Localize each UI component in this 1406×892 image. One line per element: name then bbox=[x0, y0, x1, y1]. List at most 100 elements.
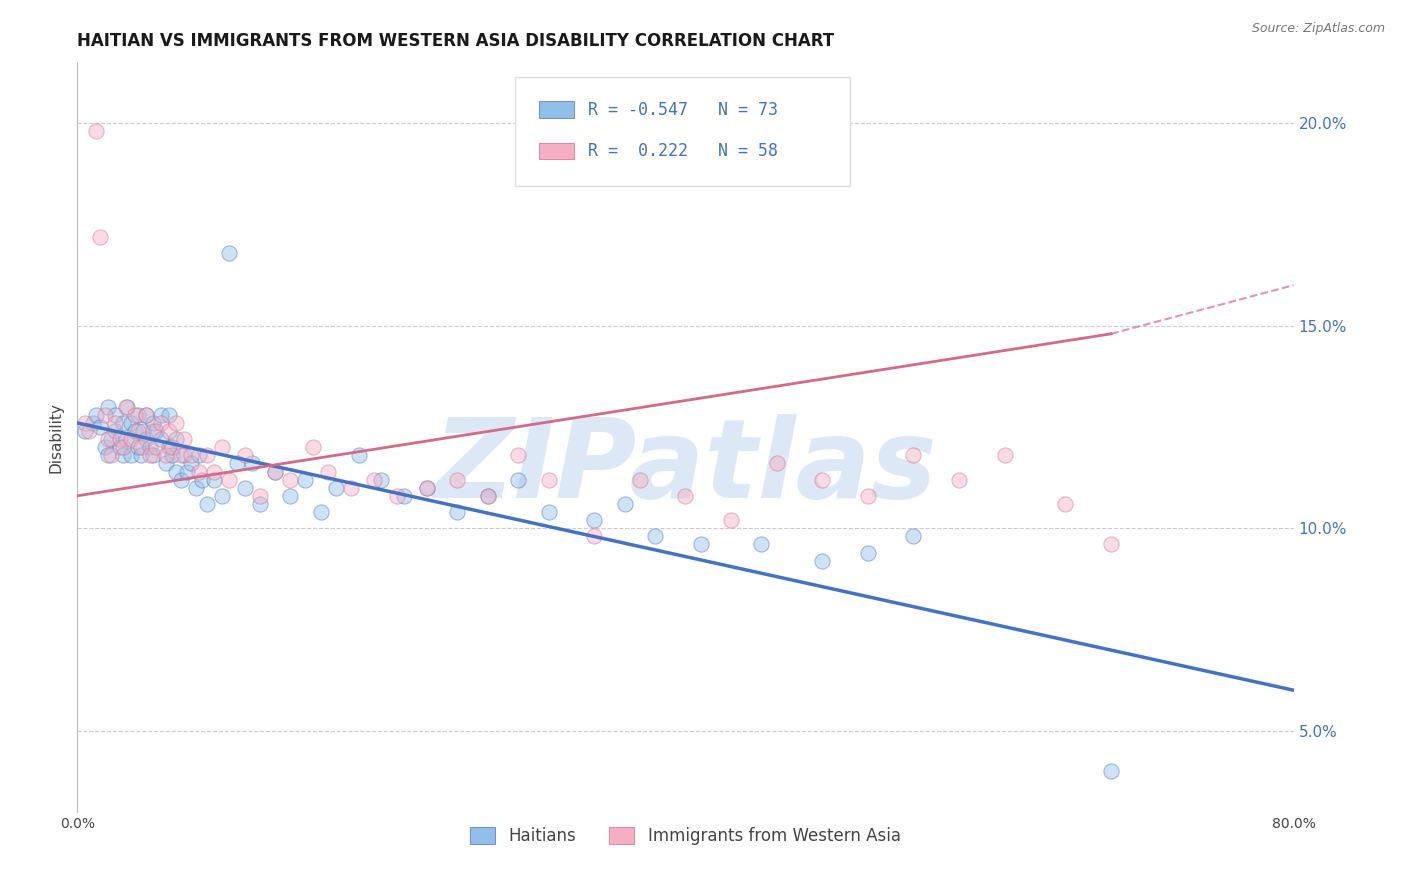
Point bbox=[124, 408, 146, 422]
Point bbox=[537, 505, 560, 519]
Point bbox=[165, 416, 187, 430]
Point bbox=[157, 440, 180, 454]
Point bbox=[127, 440, 149, 454]
Point bbox=[278, 473, 301, 487]
FancyBboxPatch shape bbox=[515, 78, 849, 186]
Point bbox=[751, 537, 773, 551]
Point bbox=[155, 457, 177, 471]
Point bbox=[145, 440, 167, 454]
Point bbox=[195, 448, 218, 462]
Point bbox=[477, 489, 499, 503]
Point bbox=[583, 529, 606, 543]
Point bbox=[446, 473, 468, 487]
Point bbox=[131, 424, 153, 438]
Point bbox=[142, 448, 165, 462]
Point bbox=[173, 448, 195, 462]
Point bbox=[316, 465, 339, 479]
Point bbox=[240, 457, 263, 471]
Point bbox=[583, 513, 606, 527]
Point bbox=[325, 481, 347, 495]
Point bbox=[170, 473, 193, 487]
Point bbox=[89, 420, 111, 434]
Point bbox=[89, 229, 111, 244]
Point bbox=[165, 465, 187, 479]
Point bbox=[302, 440, 325, 454]
Point bbox=[129, 440, 152, 454]
Point bbox=[160, 448, 183, 462]
Point bbox=[218, 245, 240, 260]
Point bbox=[477, 489, 499, 503]
Point bbox=[93, 440, 115, 454]
Point bbox=[93, 408, 115, 422]
Point bbox=[104, 424, 127, 438]
Point bbox=[135, 408, 157, 422]
Point bbox=[160, 440, 183, 454]
Point bbox=[97, 448, 120, 462]
Point bbox=[628, 473, 651, 487]
Point bbox=[278, 489, 301, 503]
Point bbox=[249, 497, 271, 511]
Point bbox=[124, 424, 146, 438]
Point bbox=[446, 505, 468, 519]
Point bbox=[139, 448, 162, 462]
Point bbox=[218, 473, 240, 487]
Point bbox=[111, 440, 134, 454]
Point bbox=[100, 448, 122, 462]
Point bbox=[644, 529, 666, 543]
Point bbox=[202, 465, 225, 479]
Point bbox=[689, 537, 711, 551]
Point bbox=[176, 465, 198, 479]
Point bbox=[347, 448, 370, 462]
Point bbox=[392, 489, 415, 503]
Point bbox=[104, 408, 127, 422]
Point bbox=[157, 424, 180, 438]
Point bbox=[100, 432, 122, 446]
Legend: Haitians, Immigrants from Western Asia: Haitians, Immigrants from Western Asia bbox=[464, 821, 907, 852]
Point bbox=[233, 481, 256, 495]
Point bbox=[135, 432, 157, 446]
Point bbox=[108, 440, 131, 454]
Point bbox=[135, 408, 157, 422]
Point bbox=[994, 448, 1017, 462]
Point bbox=[149, 408, 172, 422]
Point bbox=[508, 448, 530, 462]
Point bbox=[309, 505, 332, 519]
Point bbox=[97, 400, 120, 414]
Point bbox=[173, 432, 195, 446]
Point bbox=[537, 473, 560, 487]
Point bbox=[233, 448, 256, 462]
Point bbox=[108, 432, 131, 446]
Point bbox=[202, 473, 225, 487]
Point bbox=[111, 448, 134, 462]
Point bbox=[120, 448, 142, 462]
Point bbox=[416, 481, 439, 495]
Point bbox=[79, 424, 101, 438]
Point bbox=[127, 408, 149, 422]
Point bbox=[84, 408, 107, 422]
Point bbox=[149, 416, 172, 430]
Point bbox=[811, 553, 834, 567]
Point bbox=[170, 448, 193, 462]
Point bbox=[120, 432, 142, 446]
Point bbox=[115, 400, 138, 414]
Point bbox=[180, 457, 202, 471]
FancyBboxPatch shape bbox=[540, 102, 574, 118]
Point bbox=[211, 440, 233, 454]
Point bbox=[264, 465, 287, 479]
Point bbox=[1054, 497, 1077, 511]
Point bbox=[149, 432, 172, 446]
Point bbox=[195, 497, 218, 511]
Point bbox=[211, 489, 233, 503]
Point bbox=[385, 489, 408, 503]
Text: Source: ZipAtlas.com: Source: ZipAtlas.com bbox=[1251, 22, 1385, 36]
Point bbox=[129, 448, 152, 462]
Point bbox=[157, 408, 180, 422]
Point bbox=[903, 448, 925, 462]
FancyBboxPatch shape bbox=[540, 143, 574, 159]
Point bbox=[142, 416, 165, 430]
Point bbox=[145, 424, 167, 438]
Point bbox=[1099, 537, 1122, 551]
Point bbox=[84, 124, 107, 138]
Point bbox=[613, 497, 636, 511]
Text: R =  0.222   N = 58: R = 0.222 N = 58 bbox=[588, 142, 778, 160]
